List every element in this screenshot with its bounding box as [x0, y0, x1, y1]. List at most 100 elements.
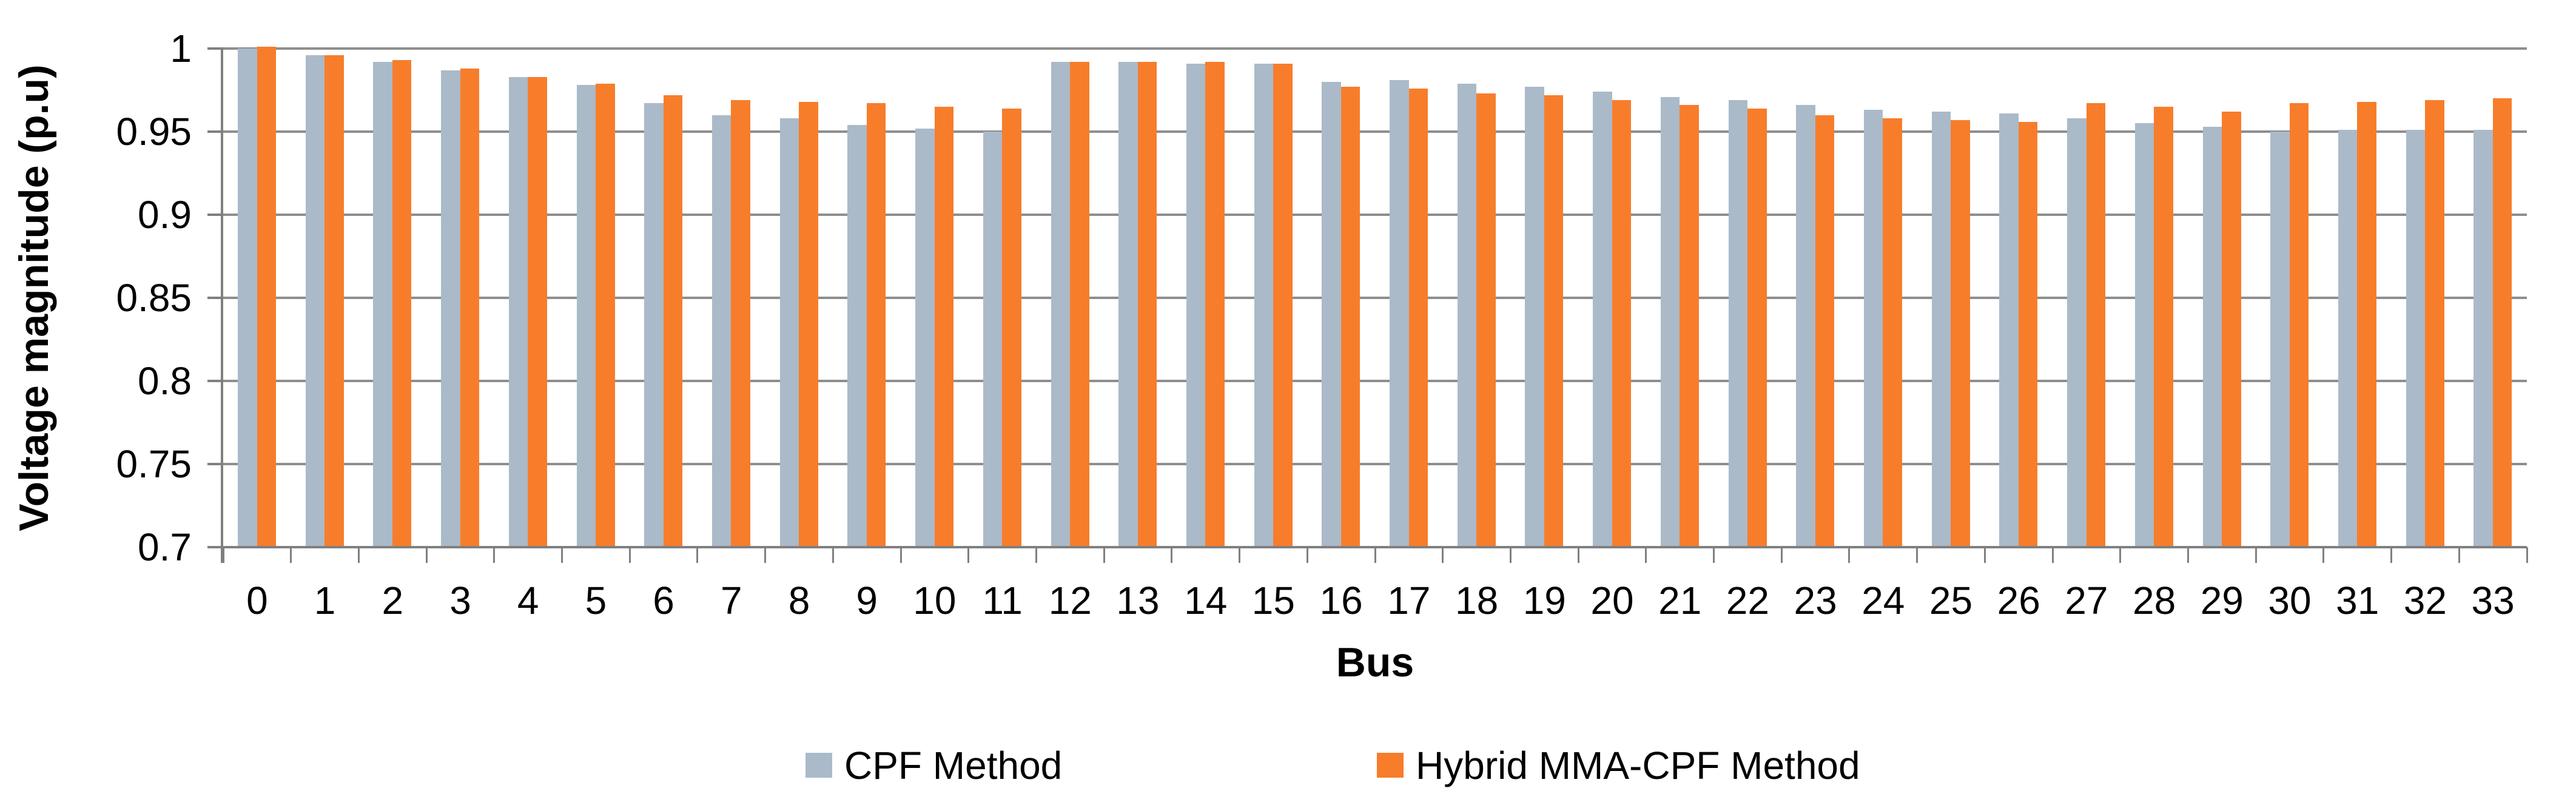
x-axis-tick — [1239, 547, 1241, 563]
bar-hybrid-bus-29 — [2222, 112, 2241, 547]
x-tick-label: 21 — [1658, 579, 1702, 622]
bar-cpf-bus-13 — [1118, 61, 1138, 547]
bar-cpf-bus-3 — [441, 70, 460, 547]
x-tick-label: 2 — [382, 579, 404, 622]
x-tick-label: 19 — [1522, 579, 1566, 622]
x-tick-label: 20 — [1590, 579, 1634, 622]
x-axis-tick — [1103, 547, 1105, 563]
x-axis-tick — [1780, 547, 1783, 563]
x-tick-label: 18 — [1455, 579, 1499, 622]
bar-cpf-bus-15 — [1254, 63, 1274, 547]
bar-hybrid-bus-22 — [1747, 108, 1767, 547]
x-tick-label: 6 — [653, 579, 674, 622]
legend-label-hybrid: Hybrid MMA-CPF Method — [1416, 744, 1860, 787]
bar-cpf-bus-25 — [1931, 112, 1951, 547]
bar-cpf-bus-8 — [779, 118, 799, 547]
y-gridline — [223, 463, 2527, 465]
x-tick-label: 1 — [314, 579, 336, 622]
x-tick-label: 33 — [2471, 579, 2515, 622]
bar-hybrid-bus-9 — [866, 103, 886, 547]
y-axis-tick — [207, 47, 223, 50]
x-axis-tick — [1848, 547, 1851, 563]
y-tick-label: 0.75 — [116, 442, 192, 486]
bar-cpf-bus-12 — [1051, 61, 1070, 547]
bar-hybrid-bus-3 — [460, 68, 480, 547]
bar-hybrid-bus-5 — [596, 83, 615, 547]
x-tick-label: 24 — [1861, 579, 1905, 622]
x-axis-tick — [2255, 547, 2257, 563]
x-axis-line — [221, 546, 2527, 548]
x-tick-label: 11 — [982, 579, 1023, 622]
legend-swatch-hybrid-icon — [1377, 753, 1404, 778]
bar-hybrid-bus-15 — [1273, 63, 1293, 547]
x-axis-tick — [290, 547, 292, 563]
x-tick-label: 30 — [2268, 579, 2312, 622]
x-axis-tick — [2119, 547, 2122, 563]
bar-cpf-bus-21 — [1660, 96, 1680, 547]
bar-hybrid-bus-8 — [799, 101, 818, 547]
x-axis-tick — [1035, 547, 1037, 563]
y-axis-line — [221, 47, 223, 563]
bar-hybrid-bus-12 — [1070, 61, 1089, 547]
bar-hybrid-bus-26 — [2018, 121, 2038, 547]
y-axis-tick — [207, 297, 223, 299]
x-axis-tick — [222, 547, 224, 563]
bar-cpf-bus-23 — [1796, 105, 1815, 547]
bar-hybrid-bus-20 — [1612, 99, 1632, 547]
y-tick-label: 0.7 — [138, 525, 192, 569]
x-tick-label: 10 — [913, 579, 957, 622]
x-tick-label: 28 — [2133, 579, 2176, 622]
x-axis-tick — [2526, 547, 2528, 563]
bar-hybrid-bus-18 — [1476, 93, 1496, 547]
bar-hybrid-bus-14 — [1205, 61, 1225, 547]
bar-hybrid-bus-30 — [2289, 103, 2309, 547]
x-axis-tick — [1577, 547, 1579, 563]
bar-hybrid-bus-2 — [392, 60, 412, 547]
bar-cpf-bus-22 — [1728, 99, 1747, 547]
x-tick-label: 17 — [1387, 579, 1431, 622]
bar-cpf-bus-30 — [2270, 132, 2290, 547]
bar-hybrid-bus-32 — [2425, 99, 2444, 547]
x-axis-tick — [1645, 547, 1647, 563]
bar-hybrid-bus-13 — [1137, 61, 1157, 547]
y-gridline — [223, 47, 2527, 50]
x-axis-tick — [1983, 547, 1986, 563]
x-tick-label: 32 — [2403, 579, 2447, 622]
y-tick-label: 0.8 — [138, 359, 192, 403]
bar-hybrid-bus-7 — [731, 99, 750, 547]
bar-cpf-bus-9 — [847, 125, 867, 547]
bar-hybrid-bus-27 — [2086, 103, 2106, 547]
y-gridline — [223, 380, 2527, 382]
bar-cpf-bus-4 — [508, 76, 528, 547]
x-tick-label: 8 — [788, 579, 810, 622]
x-axis-tick — [2458, 547, 2460, 563]
x-tick-label: 23 — [1794, 579, 1837, 622]
y-axis-tick — [207, 130, 223, 133]
x-axis-tick — [1171, 547, 1173, 563]
bar-hybrid-bus-24 — [1883, 118, 1902, 547]
bar-hybrid-bus-31 — [2357, 101, 2376, 547]
x-axis-tick — [764, 547, 767, 563]
x-tick-label: 22 — [1726, 579, 1769, 622]
x-tick-label: 27 — [2065, 579, 2108, 622]
x-axis-tick — [628, 547, 631, 563]
bar-cpf-bus-27 — [2067, 118, 2087, 547]
bar-hybrid-bus-4 — [528, 76, 547, 547]
bar-cpf-bus-28 — [2134, 123, 2154, 547]
x-tick-label: 31 — [2336, 579, 2379, 622]
bar-hybrid-bus-0 — [257, 47, 276, 547]
bar-hybrid-bus-23 — [1815, 115, 1835, 547]
bar-cpf-bus-11 — [983, 132, 1003, 547]
bar-hybrid-bus-1 — [325, 55, 344, 547]
bar-cpf-bus-5 — [576, 85, 596, 547]
bar-hybrid-bus-25 — [1951, 120, 1970, 547]
bar-hybrid-bus-17 — [1408, 88, 1428, 547]
bar-hybrid-bus-16 — [1340, 87, 1360, 547]
bar-cpf-bus-14 — [1186, 63, 1206, 547]
bar-hybrid-bus-11 — [1002, 108, 1021, 547]
x-axis-tick — [357, 547, 360, 563]
y-axis-title: Voltage magnitude (p.u) — [11, 64, 57, 531]
bar-cpf-bus-31 — [2338, 130, 2358, 547]
bar-cpf-bus-17 — [1390, 80, 1409, 547]
